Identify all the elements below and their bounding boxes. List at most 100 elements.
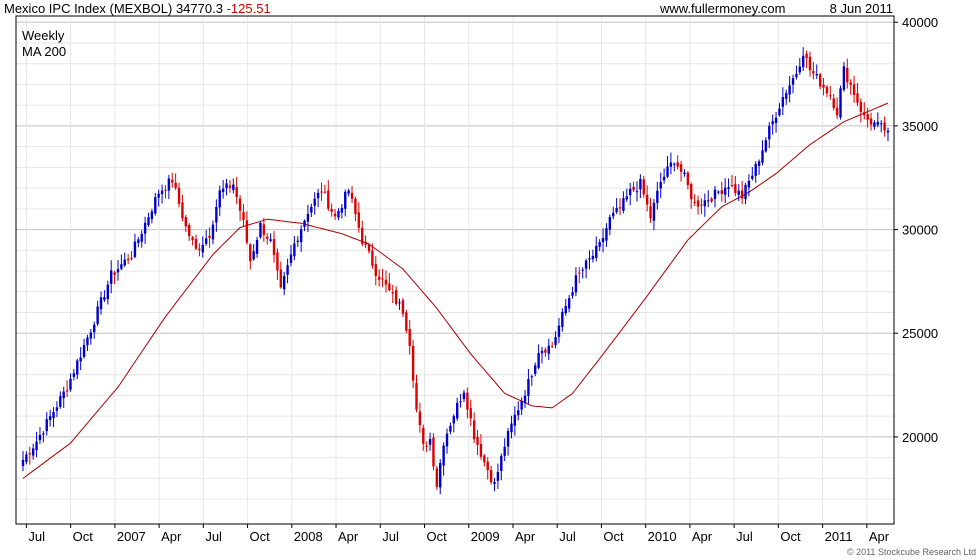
candle-body: [764, 140, 768, 152]
x-tick-label: Jul: [559, 529, 576, 544]
candle-body: [696, 200, 700, 207]
candle-body: [59, 396, 62, 407]
candle-body: [683, 172, 686, 175]
candle-body: [35, 441, 38, 451]
candle-body: [184, 217, 188, 227]
candle-body: [194, 238, 198, 249]
candle-body: [720, 190, 723, 194]
candle-body: [245, 220, 249, 243]
candle-body: [778, 108, 781, 116]
candle-body: [316, 192, 320, 199]
candle-body: [588, 258, 591, 260]
candle-body: [354, 198, 357, 215]
candle-body: [422, 427, 425, 444]
candle-body: [615, 207, 618, 213]
candle-body: [649, 206, 652, 219]
candle-body: [479, 443, 483, 457]
candle-body: [635, 191, 639, 193]
candle-body: [544, 349, 547, 353]
candle-body: [439, 462, 442, 488]
candle-body: [333, 213, 337, 217]
candle-body: [171, 179, 174, 183]
candle-body: [133, 241, 137, 257]
legend-weekly: Weekly: [22, 28, 65, 43]
y-tick-label: 20000: [902, 430, 938, 445]
x-tick-label: 2007: [117, 529, 146, 544]
candle-body: [591, 255, 595, 260]
candle-body: [469, 408, 472, 419]
candle-body: [659, 181, 662, 189]
candle-body: [852, 84, 856, 96]
x-tick-label: Oct: [603, 529, 624, 544]
candle-body: [157, 193, 160, 198]
candle-body: [666, 166, 669, 177]
candle-body: [506, 431, 510, 447]
candle-body: [771, 121, 774, 125]
candle-body: [449, 425, 452, 432]
candle-body: [550, 345, 554, 347]
candle-body: [120, 264, 123, 269]
candle-body: [723, 187, 727, 195]
candle-body: [435, 468, 439, 487]
candle-body: [191, 237, 194, 241]
candle-body: [340, 207, 344, 213]
candle-body: [394, 290, 398, 304]
candle-body: [296, 240, 299, 242]
y-axis: 20000 25000 30000 35000 40000: [894, 15, 938, 445]
candle-body: [201, 244, 204, 253]
candle-body: [38, 435, 42, 441]
candle-body: [367, 244, 371, 252]
candle-body: [642, 179, 645, 195]
candle-body: [303, 220, 306, 227]
candle-body: [690, 184, 693, 200]
candle-body: [503, 446, 506, 456]
y-tick-label: 30000: [902, 223, 938, 238]
candle-body: [320, 191, 323, 193]
candle-body: [208, 235, 211, 238]
candle-body: [215, 206, 218, 223]
candle-body: [408, 328, 411, 346]
x-tick-label: Oct: [73, 529, 94, 544]
candle-body: [381, 278, 384, 280]
candle-body: [371, 250, 374, 266]
candle-body: [143, 222, 147, 234]
candle-body: [364, 241, 367, 245]
date-label: 8 Jun 2011: [830, 1, 893, 16]
candle-body: [177, 187, 181, 204]
candle-body: [126, 258, 130, 261]
candle-body: [89, 332, 93, 339]
candle-body: [673, 163, 676, 165]
candle-body: [540, 350, 544, 354]
candle-body: [751, 175, 754, 179]
x-tick-label: Apr: [692, 529, 713, 544]
candle-body: [299, 229, 303, 243]
candle-body: [388, 283, 391, 291]
candle-body: [391, 292, 394, 294]
candle-body: [130, 257, 133, 259]
candle-body: [768, 125, 771, 140]
candle-body: [557, 325, 561, 337]
candle-body: [846, 67, 849, 83]
candle-body: [628, 188, 632, 196]
candle-body: [25, 454, 28, 462]
candle-body: [527, 379, 530, 396]
candle-body: [869, 118, 873, 125]
candle-body: [564, 305, 567, 314]
candle-body: [350, 192, 354, 199]
candle-body: [873, 122, 876, 127]
candle-body: [818, 74, 822, 87]
y-tick-label: 40000: [902, 15, 938, 30]
candle-body: [856, 93, 859, 103]
candle-body: [866, 114, 869, 120]
candle-body: [411, 346, 415, 381]
candle-body: [808, 56, 812, 71]
candle-body: [459, 401, 462, 403]
candle-body: [123, 259, 126, 266]
candle-body: [561, 311, 564, 327]
x-tick-label: 2011: [825, 529, 853, 544]
candle-body: [486, 461, 489, 471]
last-value: 34770.3: [176, 1, 223, 16]
candle-body: [272, 238, 276, 255]
